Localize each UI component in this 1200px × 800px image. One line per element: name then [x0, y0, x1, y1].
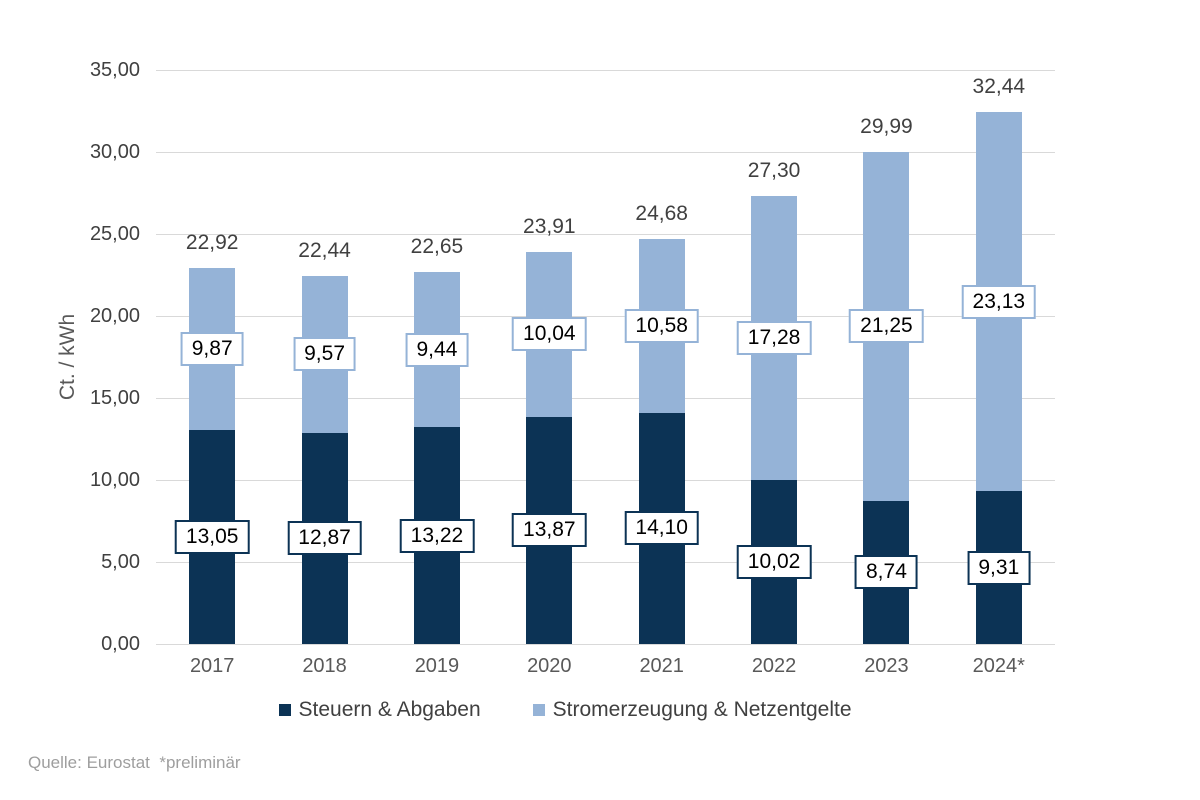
y-tick-label: 30,00 — [89, 141, 140, 163]
y-tick-label: 5,00 — [101, 551, 140, 573]
y-gridline-5 — [156, 561, 1055, 563]
value-label-steuern-abgaben-2018: 12,87 — [287, 521, 362, 556]
source-note: Quelle: Eurostat *preliminär — [28, 753, 241, 772]
value-label-stromerzeugung-netzentgelte-2017: 9,87 — [180, 332, 244, 367]
value-label-stromerzeugung-netzentgelte-2024: 23,13 — [961, 284, 1037, 319]
value-label-stromerzeugung-netzentgelte-2018: 9,57 — [293, 337, 356, 372]
value-label-stromerzeugung-netzentgelte-2021: 10,58 — [624, 309, 699, 343]
y-gridline-30 — [156, 151, 1055, 153]
total-label-2024: 32,44 — [972, 74, 1026, 98]
y-gridline-10 — [156, 479, 1055, 481]
value-label-stromerzeugung-netzentgelte-2022: 17,28 — [736, 320, 812, 355]
legend-item-label: Stromerzeugung & Netzentgelte — [552, 698, 852, 721]
value-label-steuern-abgaben-2024: 9,31 — [967, 550, 1031, 585]
y-tick-label: 35,00 — [89, 59, 140, 81]
y-gridline-15 — [156, 397, 1055, 399]
total-label-2020: 23,91 — [523, 214, 576, 238]
legend-item-label: Steuern & Abgaben — [298, 698, 481, 721]
value-label-steuern-abgaben-2017: 13,05 — [174, 519, 250, 554]
x-axis-label-2023: 2023 — [864, 655, 909, 677]
y-gridline-35 — [156, 69, 1055, 71]
x-axis-label-2024: 2024* — [972, 655, 1025, 677]
y-gridline-0 — [156, 643, 1055, 645]
value-label-steuern-abgaben-2023: 8,74 — [855, 555, 918, 590]
value-label-stromerzeugung-netzentgelte-2023: 21,25 — [849, 309, 924, 344]
y-tick-label: 25,00 — [89, 223, 140, 245]
total-label-2018: 22,44 — [298, 238, 351, 262]
legend: Steuern & Abgaben Stromerzeugung & Netzen… — [0, 698, 1130, 722]
y-tick-label: 0,00 — [101, 633, 140, 655]
value-label-stromerzeugung-netzentgelte-2020: 10,04 — [512, 317, 587, 352]
legend-swatch-icon — [532, 704, 545, 716]
x-axis-label-2020: 2020 — [527, 655, 572, 677]
value-label-stromerzeugung-netzentgelte-2019: 9,44 — [405, 332, 469, 367]
y-gridline-25 — [156, 233, 1055, 235]
x-axis-label-2018: 2018 — [302, 655, 347, 677]
total-label-2017: 22,92 — [185, 231, 239, 255]
y-gridline-20 — [156, 315, 1055, 317]
total-label-2023: 29,99 — [860, 115, 913, 139]
y-tick-label: 15,00 — [89, 387, 140, 409]
total-label-2019: 22,65 — [410, 235, 464, 259]
x-axis-label-2021: 2021 — [639, 655, 684, 677]
y-tick-label: 20,00 — [89, 305, 140, 327]
total-label-2021: 24,68 — [635, 202, 688, 226]
legend-swatch-icon — [278, 704, 291, 716]
x-axis-label-2019: 2019 — [414, 655, 460, 677]
value-label-steuern-abgaben-2021: 14,10 — [624, 511, 699, 546]
total-label-2022: 27,30 — [747, 159, 801, 183]
value-label-steuern-abgaben-2020: 13,87 — [512, 513, 587, 548]
x-axis-label-2017: 2017 — [189, 655, 235, 677]
y-tick-label: 10,00 — [89, 469, 140, 491]
value-label-steuern-abgaben-2019: 13,22 — [399, 518, 475, 553]
x-axis-label-2022: 2022 — [751, 655, 797, 677]
value-label-steuern-abgaben-2022: 10,02 — [736, 544, 812, 579]
legend-item-stromerzeugung-netzentgelte: Stromerzeugung & Netzentgelte — [532, 698, 852, 722]
legend-item-steuern-abgaben: Steuern & Abgaben — [278, 698, 481, 722]
